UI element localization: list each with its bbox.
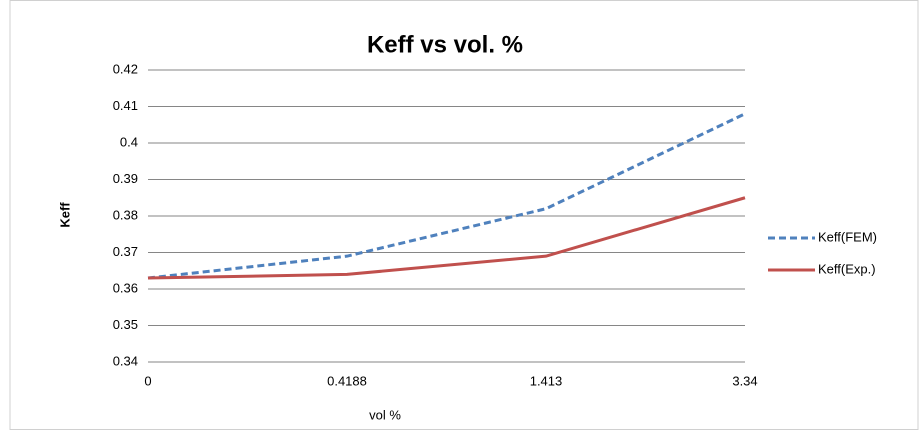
y-tick-label: 0.39: [113, 171, 138, 186]
y-tick-label: 0.42: [113, 61, 138, 76]
y-tick-label: 0.38: [113, 207, 138, 222]
data-line: [147, 112, 746, 280]
x-axis-label: vol %: [369, 407, 401, 422]
y-tick-label: 0.37: [113, 244, 138, 259]
x-tick-label: 3.34: [732, 373, 757, 388]
x-tick-label: 1.413: [530, 373, 563, 388]
legend-label: Keff(Exp.): [818, 261, 876, 276]
chart-border: [9, 0, 919, 430]
x-tick-label: 0: [144, 373, 151, 388]
y-tick-label: 0.35: [113, 317, 138, 332]
y-axis-label: Keff: [57, 202, 72, 228]
y-tick-label: 0.36: [113, 280, 138, 295]
data-line: [147, 196, 746, 280]
legend-label: Keff(FEM): [818, 229, 877, 244]
chart-title: Keff vs vol. %: [367, 31, 523, 58]
y-tick-label: 0.41: [113, 98, 138, 113]
x-tick-label: 0.4188: [327, 373, 367, 388]
y-tick-label: 0.34: [113, 353, 138, 368]
y-tick-label: 0.4: [120, 134, 138, 149]
